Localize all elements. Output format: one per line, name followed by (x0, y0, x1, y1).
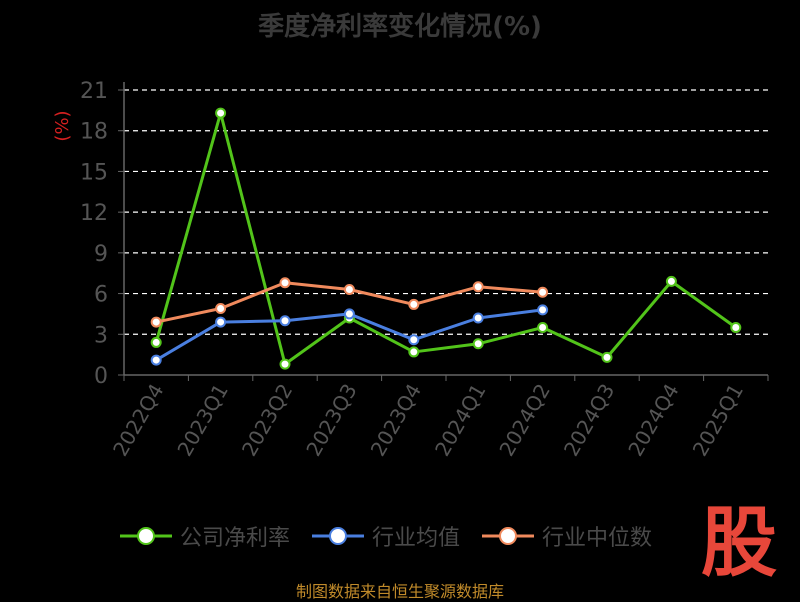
series-lines (150, 107, 742, 370)
y-tick-label: 15 (80, 160, 108, 185)
data-point-2 (279, 277, 291, 289)
y-tick-label: 3 (94, 323, 108, 348)
data-point-1 (215, 316, 227, 328)
data-point-0 (665, 275, 677, 287)
data-point-2 (343, 284, 355, 295)
x-tick-label: 2023Q1 (172, 380, 232, 461)
y-axis-label: (%) (52, 110, 73, 141)
legend-swatch-industry-avg (312, 527, 365, 545)
legend-label-industry-median: 行业中位数 (542, 526, 653, 551)
data-point-2 (408, 298, 420, 310)
y-tick-label: 12 (80, 201, 108, 226)
legend-item-industry-avg[interactable]: 行业均值 (312, 520, 460, 552)
data-point-1 (150, 354, 162, 366)
source-note: 制图数据来自恒生聚源数据库 (295, 582, 504, 601)
data-point-1 (472, 312, 484, 324)
x-tick-label: 2024Q3 (559, 380, 619, 461)
x-tick-label: 2024Q1 (430, 380, 490, 461)
data-point-0 (215, 107, 227, 119)
legend: 公司净利率 行业均值 行业中位数 (120, 520, 674, 552)
legend-label-industry-avg: 行业均值 (372, 526, 461, 551)
data-point-1 (343, 308, 355, 320)
y-tick-label: 6 (94, 283, 108, 308)
y-tick-label: 18 (80, 120, 108, 145)
data-point-2 (215, 303, 227, 314)
legend-label-company: 公司净利率 (180, 526, 291, 551)
data-point-0 (730, 322, 742, 333)
legend-item-company[interactable]: 公司净利率 (120, 520, 290, 552)
brand-logo: 股 (701, 498, 777, 587)
legend-item-industry-median[interactable]: 行业中位数 (482, 520, 652, 552)
data-point-2 (472, 281, 484, 293)
data-point-1 (279, 315, 291, 327)
legend-swatch-company (120, 527, 172, 545)
data-point-0 (537, 322, 549, 333)
data-point-2 (150, 316, 162, 328)
x-tick-label: 2024Q4 (623, 380, 683, 461)
series-line-0 (154, 111, 737, 366)
x-tick-label: 2023Q4 (366, 380, 426, 461)
data-point-0 (279, 358, 291, 370)
x-tick-label: 2023Q3 (301, 380, 361, 461)
legend-swatch-industry-median (482, 527, 535, 545)
y-tick-label: 21 (80, 79, 108, 104)
data-point-0 (601, 351, 613, 363)
grid-lines (124, 89, 768, 335)
data-point-0 (150, 336, 162, 348)
y-tick-label: 0 (94, 364, 108, 389)
x-tick-label: 2025Q1 (688, 380, 748, 461)
x-tick-label: 2024Q2 (494, 380, 554, 461)
data-point-0 (408, 346, 420, 358)
data-point-0 (472, 338, 484, 350)
data-point-1 (537, 304, 549, 316)
x-tick-label: 2023Q2 (237, 380, 297, 461)
x-tick-label: 2022Q4 (108, 380, 168, 461)
chart-title: 季度净利率变化情况(%) (258, 12, 542, 42)
data-point-1 (408, 334, 420, 346)
y-tick-label: 9 (94, 242, 108, 267)
data-point-2 (537, 286, 549, 298)
